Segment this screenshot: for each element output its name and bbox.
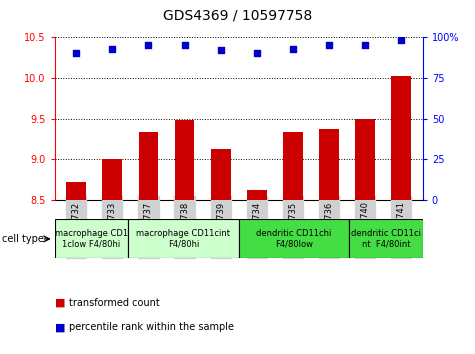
Text: GDS4369 / 10597758: GDS4369 / 10597758: [163, 9, 312, 23]
Text: macrophage CD1
1clow F4/80hi: macrophage CD1 1clow F4/80hi: [55, 229, 128, 249]
Bar: [175, 120, 194, 200]
Bar: [283, 132, 303, 200]
Point: [289, 46, 296, 51]
Bar: [238, 219, 349, 258]
Text: percentile rank within the sample: percentile rank within the sample: [69, 322, 234, 332]
Bar: [66, 182, 86, 200]
Bar: [103, 159, 122, 200]
Bar: [391, 76, 411, 200]
Bar: [247, 190, 266, 200]
Bar: [55, 219, 128, 258]
Text: ■: ■: [55, 298, 65, 308]
Bar: [139, 132, 158, 200]
Text: dendritic CD11ci
nt  F4/80int: dendritic CD11ci nt F4/80int: [351, 229, 421, 249]
Bar: [319, 129, 339, 200]
Point: [253, 51, 260, 56]
Point: [397, 38, 405, 43]
Text: dendritic CD11chi
F4/80low: dendritic CD11chi F4/80low: [256, 229, 332, 249]
Text: ■: ■: [55, 322, 65, 332]
Point: [217, 47, 225, 53]
Bar: [128, 219, 238, 258]
Bar: [355, 119, 375, 200]
Bar: [349, 219, 423, 258]
Point: [145, 42, 152, 48]
Text: cell type: cell type: [2, 234, 44, 244]
Bar: [211, 149, 230, 200]
Point: [109, 46, 116, 51]
Point: [73, 51, 80, 56]
Point: [181, 42, 189, 48]
Point: [325, 42, 332, 48]
Point: [361, 42, 369, 48]
Text: transformed count: transformed count: [69, 298, 160, 308]
Text: macrophage CD11cint
F4/80hi: macrophage CD11cint F4/80hi: [136, 229, 230, 249]
